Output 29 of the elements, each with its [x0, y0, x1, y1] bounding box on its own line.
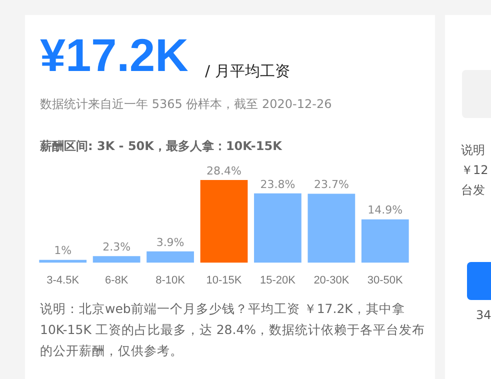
bar [200, 180, 248, 263]
bar [308, 194, 356, 263]
x-tick-label: 8-10K [156, 274, 186, 286]
data-label: 28.4% [206, 164, 242, 178]
x-tick-label: 10-15K [206, 274, 242, 286]
text: 34 [476, 308, 491, 322]
bar [254, 193, 302, 263]
x-tick-label: 15-20K [260, 274, 296, 286]
data-label: 23.7% [314, 178, 349, 192]
bar [361, 219, 409, 263]
text: 说明 [461, 142, 485, 159]
chart-subtitle: / 月平均工资 [205, 62, 290, 81]
bar [92, 256, 140, 263]
data-label: 14.9% [368, 204, 403, 217]
data-label: 2.3% [102, 240, 131, 254]
bar [146, 251, 194, 263]
x-tick-label: 6-8K [104, 274, 129, 286]
text: 薪酬区间: 3K - 50K，最多人拿：10K-15K [40, 138, 282, 155]
x-tick-label: 3-4.5K [46, 274, 80, 286]
text: ￥12 [461, 162, 488, 179]
x-tick-label: 30-50K [367, 274, 404, 286]
chart-title: ¥17.2K [40, 28, 188, 82]
data-label: 3.9% [156, 236, 184, 249]
data-label: 23.8% [260, 178, 296, 191]
text: 说明：北京web前端一个月多少钱？平均工资 ￥17.2K，其中拿 10K-15K 工资的占比最多，达 28.4%，数据统计依赖于各平台发布的公开薪酬，仅供参考。 [40, 300, 426, 360]
x-tick-label: 20-30K [314, 274, 350, 286]
text: 台发 [461, 182, 485, 199]
text: 数据统计来自近一年 5365 份样本，截至 2020-12-26 [40, 96, 332, 113]
data-label: 1% [54, 244, 72, 258]
